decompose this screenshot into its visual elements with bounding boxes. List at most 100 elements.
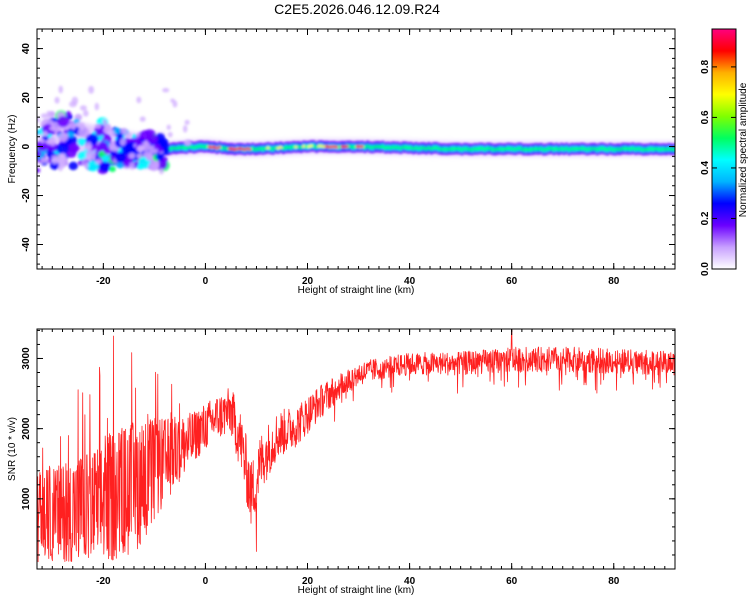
spectrogram-blob bbox=[37, 150, 42, 158]
spectrogram-ridge-cell bbox=[593, 147, 597, 150]
spectrogram-ridge-cell bbox=[532, 147, 535, 151]
snr-x-tick-label: 80 bbox=[608, 576, 620, 587]
spectrogram-ridge-cell bbox=[302, 144, 306, 148]
spectrogram-ridge-cell bbox=[307, 145, 311, 148]
spectrogram-ridge-cell bbox=[220, 146, 224, 150]
spectrogram-ridge-cell bbox=[236, 147, 239, 151]
spectrogram-ridge-cell bbox=[667, 147, 671, 151]
spectrogram-ridge-cell bbox=[230, 147, 234, 151]
spectrogram-blob bbox=[156, 153, 165, 161]
spectrogram-ridge-cell bbox=[414, 146, 418, 150]
snr-line-series bbox=[37, 329, 675, 563]
spectrogram-ridge-cell bbox=[253, 148, 257, 151]
snr-y-tick-label: 3000 bbox=[21, 347, 32, 370]
colorbar-tick-label: 0.8 bbox=[700, 60, 711, 74]
spectrogram-x-axis-label: Height of straight line (km) bbox=[298, 285, 415, 296]
spectrogram-ridge-cell bbox=[626, 147, 630, 151]
spectrogram-ridge-cell bbox=[345, 145, 349, 148]
spectrogram-ridge-cell bbox=[297, 145, 301, 149]
spectrogram-faint-blob bbox=[49, 126, 56, 131]
spectrogram-ridge-cell bbox=[279, 145, 283, 149]
spectrogram-ridge-cell bbox=[320, 144, 324, 148]
spectrogram-ridge-cell bbox=[294, 145, 298, 149]
spectrogram-ridge-cell bbox=[248, 147, 252, 151]
spectrogram-ridge-cell bbox=[284, 146, 288, 149]
spectrogram-ridge-cell bbox=[358, 145, 362, 149]
snr-panel: -20 0 20 40 60 80 1000 2000 3000 Height of stra… bbox=[7, 328, 676, 596]
spectrogram-ridge-cell bbox=[455, 147, 459, 150]
spectrogram-faint-blob bbox=[129, 162, 136, 170]
spectrogram-ridge-cell bbox=[338, 145, 341, 149]
spectrogram-ridge-cell bbox=[202, 145, 206, 149]
spectrogram-ridge-cell bbox=[174, 147, 178, 150]
spectrogram-blob bbox=[56, 142, 70, 155]
spectrogram-faint-blob bbox=[95, 159, 102, 165]
spectrogram-faint-blob bbox=[79, 122, 85, 131]
spectrogram-ridge-cell bbox=[386, 146, 390, 149]
spectrogram-faint-blob bbox=[86, 153, 92, 161]
spectrogram-ridge-cell bbox=[641, 148, 645, 152]
spectrogram-faint-blob bbox=[58, 85, 63, 94]
spectrogram-ridge-cell bbox=[501, 147, 505, 151]
spectrogram-ridge-cell bbox=[463, 147, 466, 150]
spectrogram-ridge-cell bbox=[391, 145, 395, 149]
spectrogram-faint-blob bbox=[58, 160, 67, 169]
spectrogram-ridge-cell bbox=[264, 147, 267, 150]
spectrogram-faint-blob bbox=[84, 145, 92, 151]
spectrogram-ridge-cell bbox=[266, 146, 270, 150]
spectrogram-x-tick-label: 40 bbox=[404, 276, 416, 287]
spectrogram-ridge-cell bbox=[534, 147, 538, 151]
spectrogram-y-tick-label: 20 bbox=[21, 92, 32, 104]
spectrogram-ridge-cell bbox=[215, 146, 219, 150]
snr-x-tick-label: -20 bbox=[96, 576, 111, 587]
spectrogram-blob bbox=[146, 133, 158, 145]
snr-x-tick-label: 40 bbox=[404, 576, 416, 587]
spectrogram-ridge-cell bbox=[613, 148, 617, 152]
spectrogram-ridge-cell bbox=[409, 146, 413, 150]
spectrogram-ridge-cell bbox=[570, 147, 574, 151]
spectrogram-ridge-cell bbox=[468, 148, 472, 151]
spectrogram-ridge-cell bbox=[190, 145, 193, 149]
spectrogram-ridge-cell bbox=[327, 145, 331, 149]
spectrogram-panel: -20 0 20 40 60 80 -40 -20 0 20 40 Height of strai… bbox=[7, 28, 676, 296]
spectrogram-ridge-cell bbox=[447, 147, 451, 151]
spectrogram-ridge-cell bbox=[588, 147, 592, 151]
spectrogram-ridge-cell bbox=[182, 146, 186, 149]
spectrogram-ridge-cell bbox=[312, 144, 316, 148]
spectrogram-ridge-cell bbox=[376, 145, 380, 149]
spectrogram-ridge-cell bbox=[353, 145, 357, 149]
spectrogram-ridge-cell bbox=[427, 146, 431, 150]
spectrogram-faint-blob bbox=[167, 131, 173, 138]
spectrogram-blob bbox=[136, 153, 142, 159]
spectrogram-scatter bbox=[37, 85, 192, 175]
spectrogram-ridge-cell bbox=[422, 146, 426, 150]
spectrogram-faint-blob bbox=[166, 124, 171, 130]
spectrogram-ridge-cell bbox=[435, 146, 438, 150]
snr-x-tick-label: 20 bbox=[302, 576, 314, 587]
spectrogram-blob bbox=[39, 138, 45, 143]
spectrogram-ridge-cell bbox=[274, 146, 278, 150]
spectrogram-ridge-cell bbox=[192, 146, 196, 150]
spectrogram-ridge-cell bbox=[475, 147, 479, 151]
spectrogram-ridge-cell bbox=[445, 147, 449, 151]
spectrogram-ridge-cell bbox=[560, 147, 563, 150]
spectrogram-blob bbox=[102, 119, 107, 124]
spectrogram-blob bbox=[128, 145, 136, 153]
spectrogram-ridge-cell bbox=[544, 148, 548, 151]
spectrogram-faint-blob bbox=[58, 154, 66, 162]
spectrogram-ridge-cell bbox=[552, 148, 556, 151]
spectrogram-ridge-cell bbox=[631, 146, 635, 150]
spectrogram-faint-blob bbox=[54, 96, 60, 104]
spectrogram-ridge-cell bbox=[333, 145, 336, 149]
figure-title: C2E5.2026.046.12.09.R24 bbox=[274, 1, 440, 17]
spectrogram-ridge-cell bbox=[636, 147, 640, 151]
spectrogram-ridge-cell bbox=[172, 146, 176, 150]
spectrogram-faint-blob bbox=[46, 110, 51, 119]
spectrogram-ridge-cell bbox=[269, 147, 273, 150]
spectrogram-blob bbox=[95, 129, 104, 137]
spectrogram-blob bbox=[113, 127, 121, 135]
spectrogram-y-tick-label: -40 bbox=[21, 237, 32, 252]
spectrogram-ridge-cell bbox=[483, 147, 487, 151]
spectrogram-ridge-cell bbox=[488, 147, 492, 150]
spectrogram-ridge-cell bbox=[442, 147, 446, 151]
